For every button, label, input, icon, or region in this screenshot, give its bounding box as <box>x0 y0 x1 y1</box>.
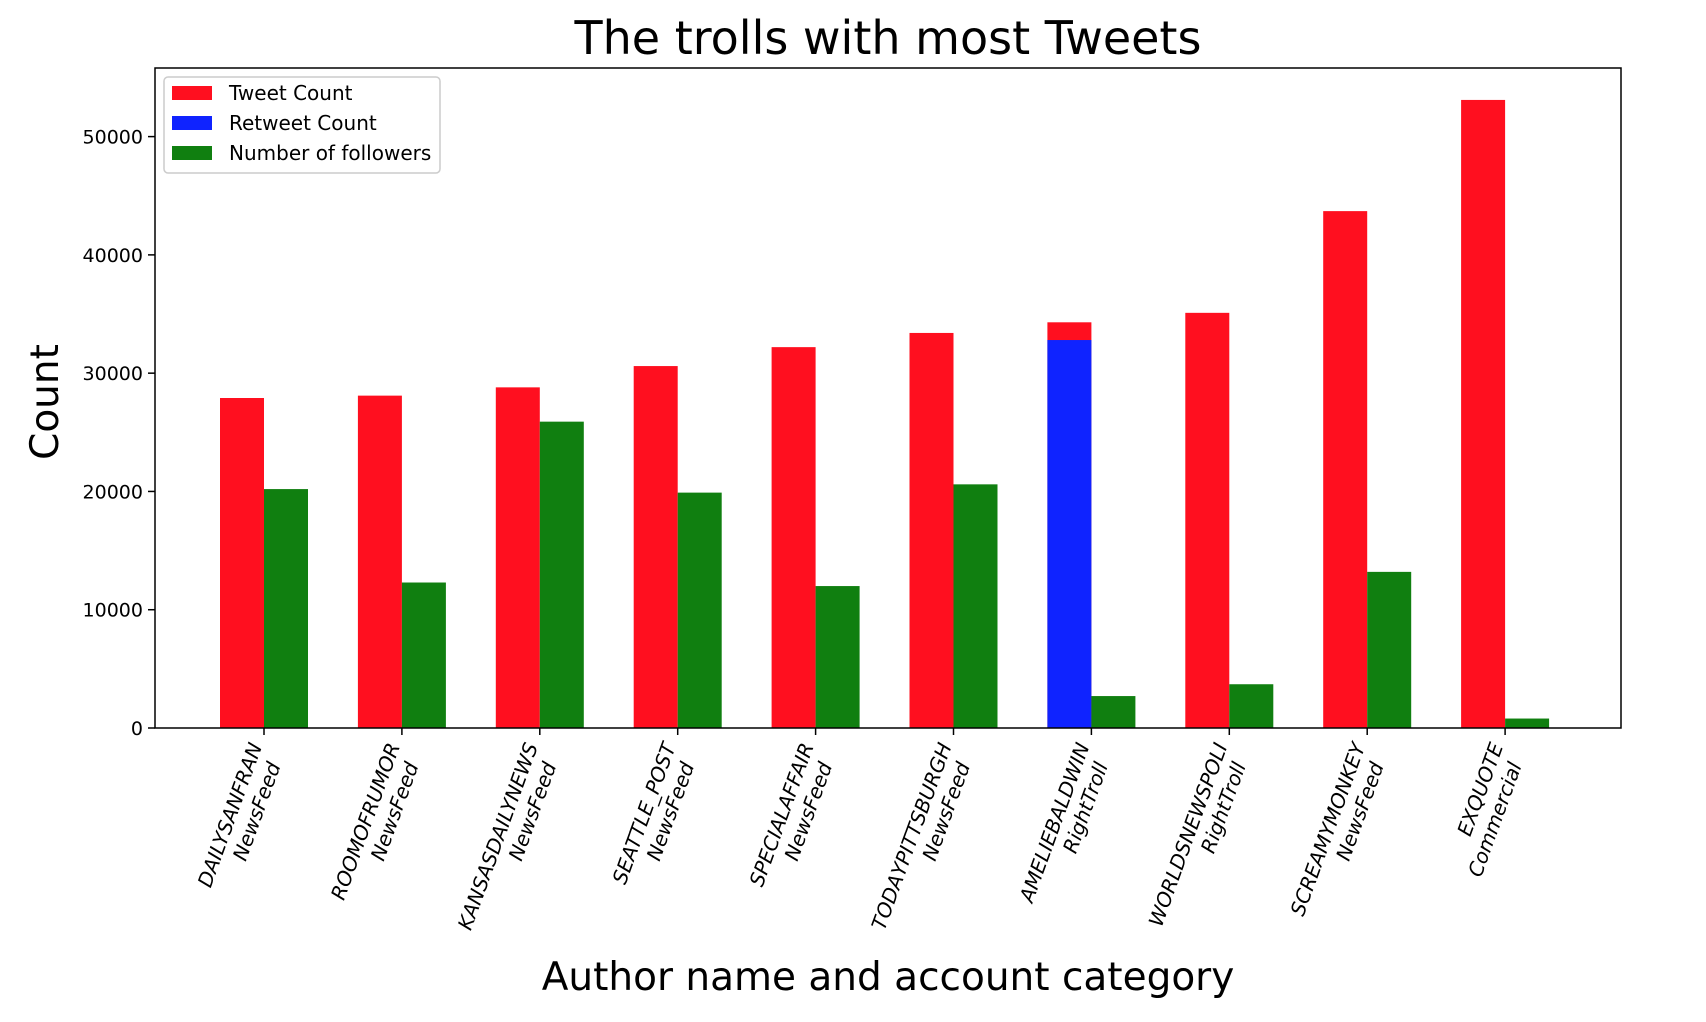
bar-number-of-followers <box>1091 696 1136 728</box>
legend-item: Number of followers <box>172 141 431 165</box>
x-axis-label: Author name and account category <box>542 955 1235 1000</box>
bar-tweet-count <box>357 395 402 728</box>
legend-swatch <box>172 116 212 130</box>
legend-swatch <box>172 146 212 160</box>
bar-tweet-count <box>1461 99 1506 728</box>
y-tick-label: 50000 <box>83 127 143 149</box>
legend-label: Number of followers <box>229 141 431 165</box>
bar-number-of-followers <box>539 421 584 728</box>
legend: Tweet Count Retweet Count Number of follow… <box>163 76 441 174</box>
legend-item: Tweet Count <box>172 81 353 105</box>
legend-label: Retweet Count <box>229 111 377 135</box>
y-tick-label: 0 <box>131 718 143 740</box>
plot-area: 0 10000 20000 30000 40000 50000 DAILYSANFRANN… <box>83 67 1622 933</box>
bar-number-of-followers <box>815 586 860 728</box>
bar-tweet-count <box>1323 211 1368 728</box>
bar-tweet-count <box>909 332 954 728</box>
legend-swatch <box>172 86 212 100</box>
plot-frame <box>154 67 1622 729</box>
chart-title: The trolls with most Tweets <box>574 11 1202 65</box>
y-tick-label: 10000 <box>83 600 143 622</box>
bars <box>220 99 1550 728</box>
y-tick-label: 40000 <box>83 245 143 267</box>
bar-tweet-count <box>220 398 264 728</box>
bar-tweet-count <box>633 366 678 728</box>
legend-frame <box>163 76 441 174</box>
y-tick-label: 20000 <box>83 481 143 503</box>
legend-label: Tweet Count <box>228 81 353 105</box>
bar-number-of-followers <box>1229 684 1274 728</box>
bar-retweet-count <box>1047 340 1092 728</box>
bar-tweet-count <box>771 347 816 728</box>
y-tick-label: 30000 <box>83 363 143 385</box>
bar-number-of-followers <box>1367 571 1412 728</box>
bar-number-of-followers <box>1505 718 1550 728</box>
bar-tweet-count <box>495 387 540 728</box>
bar-tweet-count <box>1185 312 1230 728</box>
bar-number-of-followers <box>677 492 722 728</box>
y-axis-label: Count <box>23 344 68 460</box>
legend-item: Retweet Count <box>172 111 377 135</box>
bar-number-of-followers <box>264 489 308 728</box>
bar-number-of-followers <box>953 484 998 728</box>
bar-number-of-followers <box>401 582 446 728</box>
y-axis-ticks: 0 10000 20000 30000 40000 50000 <box>83 127 155 740</box>
